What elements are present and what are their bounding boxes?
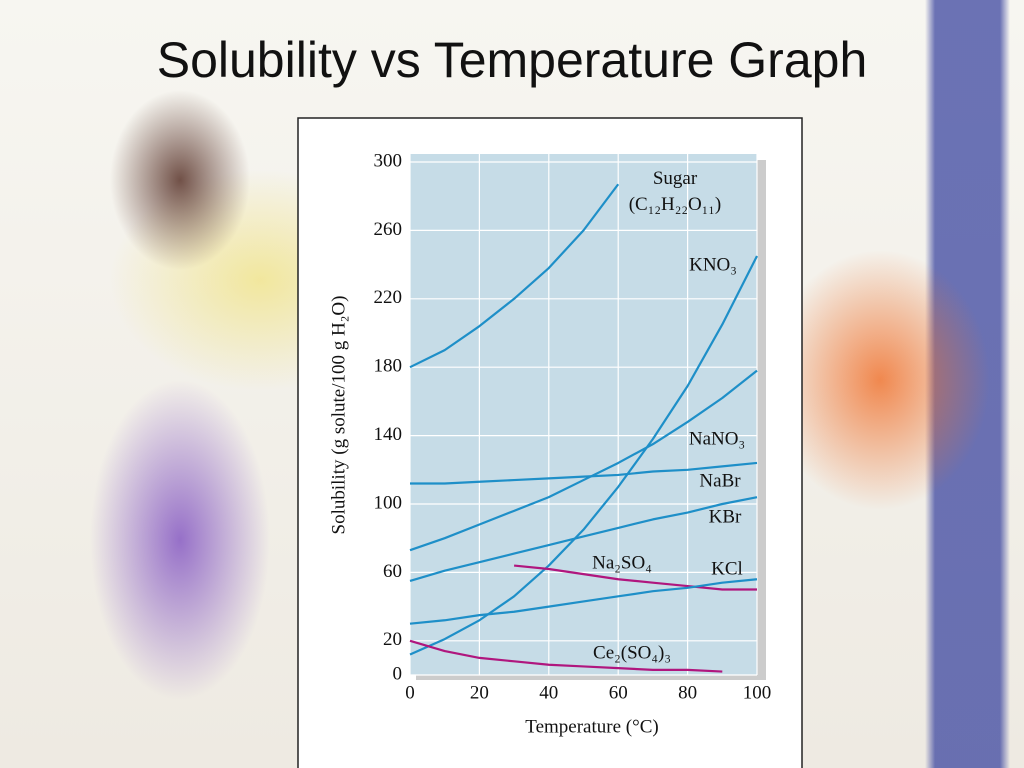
- series-line: [410, 461, 758, 485]
- series-label-box: Sugar (C₁₂H₂₂O₁₁): [628, 168, 722, 215]
- series-line: [409, 578, 758, 625]
- series-label: NaBr: [699, 470, 741, 491]
- y-tick-label: 220: [374, 287, 403, 308]
- series-line: [409, 369, 758, 552]
- series-line: [409, 639, 723, 673]
- plot-area: [410, 154, 757, 675]
- series-line: [513, 564, 757, 591]
- y-tick-label: 260: [374, 219, 403, 240]
- y-tick-label: 20: [383, 629, 402, 650]
- title: Solubility vs Temperature Graph: [156, 32, 868, 88]
- y-tick-label: 60: [383, 561, 402, 582]
- series-line: [409, 183, 620, 369]
- y-tick-label: 300: [374, 150, 403, 171]
- y-tick-label: 100: [374, 492, 403, 513]
- series-line: [409, 496, 758, 583]
- series-label: Na₂SO₄: [592, 552, 652, 573]
- y-axis-label: Solubility (g solute/100 g H₂O): [328, 296, 349, 535]
- y-tick-label: 140: [374, 424, 403, 445]
- x-axis-label: Temperature (°C): [525, 716, 658, 737]
- x-tick-label: 100: [743, 682, 772, 703]
- series-line: [409, 255, 758, 656]
- x-tick-label: 20: [470, 682, 489, 703]
- x-tick-label: 80: [678, 682, 697, 703]
- series-label: KCl: [711, 558, 743, 579]
- y-tick-label: 0: [393, 663, 403, 684]
- x-tick-label: 40: [539, 682, 558, 703]
- series-label: KBr: [709, 506, 742, 527]
- series-label: KNO₃: [689, 254, 737, 275]
- y-tick-label: 180: [374, 356, 403, 377]
- series-label: NaNO₃: [689, 428, 745, 449]
- x-tick-label: 0: [405, 682, 415, 703]
- series-label: Sugar (C₁₂H₂₂O₁₁): [628, 168, 722, 215]
- series-label: Ce₂(SO₄)₃: [593, 642, 671, 663]
- x-tick-label: 60: [609, 682, 628, 703]
